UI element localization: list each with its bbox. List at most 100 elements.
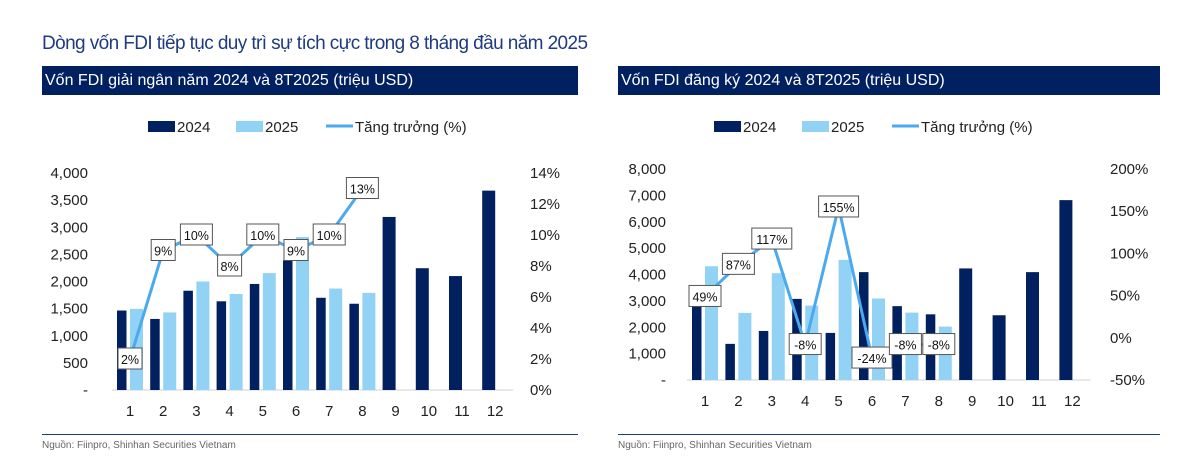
y-tick-label: 3,000: [50, 219, 88, 236]
data-label-box: [179, 223, 213, 246]
bar-2024-m7: [316, 297, 326, 390]
y-tick-label: 2,500: [50, 246, 88, 263]
page-title: Dòng vốn FDI tiếp tục duy trì sự tích cự…: [42, 33, 588, 54]
y2-tick-label: 14%: [530, 165, 560, 182]
bar-2024-m11: [449, 276, 462, 390]
bar-2024-m3: [758, 330, 769, 380]
x-tick-label: 12: [487, 403, 504, 420]
legend-label: Tăng trưởng (%): [921, 119, 1033, 136]
legend-swatch-2024: [714, 121, 741, 132]
data-label: -8%: [794, 339, 816, 353]
bar-2025-m3: [771, 273, 785, 380]
data-label-box: [721, 252, 755, 275]
x-tick-label: 7: [325, 403, 333, 420]
x-tick-label: 9: [391, 403, 399, 420]
data-label: 13%: [350, 183, 375, 197]
x-tick-label: 12: [1064, 393, 1081, 410]
x-tick-label: 5: [834, 393, 842, 410]
data-label-box: [345, 177, 379, 199]
bar-2024-m6: [283, 260, 293, 390]
x-tick-label: 6: [868, 393, 876, 410]
legend-label: 2024: [743, 119, 776, 136]
source-note: Nguồn: Fiinpro, Shinhan Securities Vietn…: [42, 440, 236, 451]
x-tick-label: 8: [935, 393, 943, 410]
data-label-box: [246, 223, 280, 246]
bar-2024-m12: [482, 190, 496, 390]
x-tick-label: 1: [701, 393, 709, 410]
x-tick-label: 6: [292, 403, 300, 420]
y2-tick-label: 100%: [1110, 245, 1148, 262]
y2-tick-label: 0%: [530, 382, 552, 399]
y-tick-label: 1,000: [628, 346, 666, 363]
y-tick-label: 4,000: [50, 165, 88, 182]
divider: [618, 434, 1160, 435]
data-label-box: [150, 239, 176, 261]
y-tick-label: 4,000: [628, 267, 666, 284]
y2-tick-label: 6%: [530, 289, 552, 306]
x-tick-label: 4: [801, 393, 809, 410]
y-tick-label: 8,000: [628, 161, 666, 178]
y-tick-label: -: [83, 382, 88, 399]
x-tick-label: 1: [126, 403, 134, 420]
bar-2025-m2: [738, 312, 752, 380]
data-label-box: [818, 195, 860, 218]
y-tick-label: 5,000: [628, 240, 666, 257]
data-label-box: [217, 254, 243, 277]
y2-tick-label: 8%: [530, 258, 552, 275]
x-tick-label: 7: [901, 393, 909, 410]
y2-tick-label: 50%: [1110, 288, 1140, 305]
bar-2024-m3: [183, 290, 193, 390]
divider: [42, 434, 578, 435]
data-label: 117%: [756, 233, 787, 247]
x-tick-label: 11: [454, 403, 470, 420]
bar-2024-m12: [1059, 200, 1073, 380]
bar-2024-m5: [249, 283, 260, 390]
legend-swatch-2024: [148, 121, 175, 132]
data-label: -8%: [928, 339, 950, 353]
legend-swatch-2025: [236, 121, 263, 132]
x-tick-label: 8: [358, 403, 366, 420]
data-label: 10%: [250, 229, 275, 243]
x-tick-label: 4: [225, 403, 233, 420]
bar-2025-m7: [329, 288, 343, 390]
y-tick-label: 7,000: [628, 187, 666, 204]
bar-2024-m9: [959, 268, 973, 380]
y2-tick-label: 2%: [530, 351, 552, 368]
data-label: 10%: [184, 229, 209, 243]
data-label-box: [688, 284, 722, 307]
data-label: 49%: [692, 290, 717, 304]
y2-tick-label: -50%: [1110, 372, 1145, 389]
data-label: 8%: [221, 260, 239, 274]
bar-2025-m6: [296, 237, 309, 390]
bar-2025-m8: [362, 292, 376, 390]
x-tick-label: 10: [997, 393, 1014, 410]
y2-tick-label: 12%: [530, 196, 560, 213]
y2-tick-label: 4%: [530, 320, 552, 337]
legend-label: 2025: [831, 119, 864, 136]
bar-2025-m5: [262, 273, 276, 390]
y2-tick-label: 200%: [1110, 161, 1148, 178]
legend-label: 2025: [265, 119, 298, 136]
y-tick-label: 3,000: [628, 293, 666, 310]
chart-title-disbursed: Vốn FDI giải ngân năm 2024 và 8T2025 (tr…: [42, 66, 578, 95]
data-label: 87%: [726, 258, 751, 272]
bar-2025-m5: [838, 259, 852, 380]
bar-2025-m1: [705, 266, 718, 380]
x-tick-label: 9: [968, 393, 976, 410]
data-label: 10%: [317, 229, 342, 243]
y-tick-label: 3,500: [50, 192, 88, 209]
y-tick-label: 1,500: [50, 301, 88, 318]
x-tick-label: 2: [734, 393, 742, 410]
bar-2025-m4: [229, 293, 243, 390]
bar-2025-m3: [196, 281, 210, 390]
bar-2025-m2: [163, 312, 177, 390]
data-label-box: [922, 333, 956, 356]
bar-2024-m2: [150, 318, 160, 390]
legend-label: Tăng trưởng (%): [355, 119, 467, 136]
y2-tick-label: 10%: [530, 227, 560, 244]
x-tick-label: 3: [192, 403, 200, 420]
data-label: -24%: [857, 352, 886, 366]
data-label: 2%: [121, 353, 139, 367]
